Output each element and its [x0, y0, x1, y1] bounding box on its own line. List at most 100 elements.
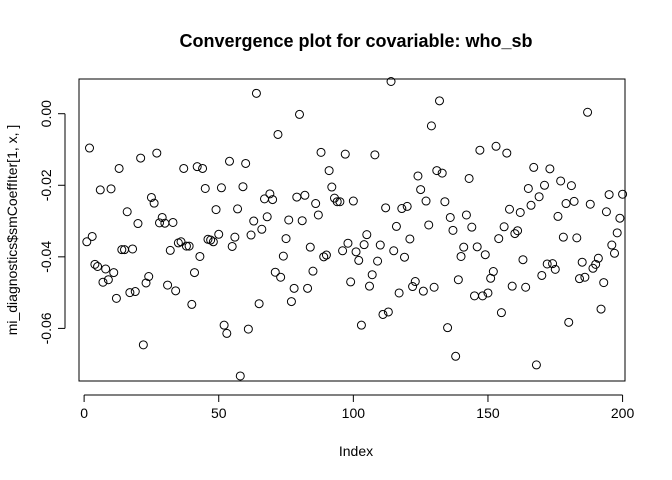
- data-point: [144, 272, 154, 282]
- data-point: [171, 286, 181, 296]
- data-point: [443, 323, 453, 333]
- x-tick-label: 200: [611, 405, 635, 421]
- data-point: [351, 247, 361, 257]
- data-point: [281, 234, 291, 244]
- data-point: [513, 226, 523, 236]
- data-point: [109, 268, 119, 278]
- data-point: [241, 158, 251, 168]
- data-point: [526, 200, 536, 210]
- data-point: [181, 241, 191, 251]
- data-point: [405, 234, 415, 244]
- data-point: [518, 255, 528, 265]
- data-point: [451, 351, 461, 361]
- data-point: [235, 371, 245, 381]
- data-point: [292, 192, 302, 202]
- data-point: [478, 291, 488, 301]
- data-point: [165, 245, 175, 255]
- data-point: [316, 147, 326, 157]
- data-point: [335, 197, 345, 207]
- data-point: [464, 173, 474, 183]
- data-point: [149, 198, 159, 208]
- data-point: [410, 277, 420, 287]
- data-point: [483, 288, 493, 298]
- data-point: [378, 309, 388, 319]
- data-point: [445, 212, 455, 222]
- data-point: [561, 199, 571, 209]
- data-point: [421, 196, 431, 206]
- data-point: [426, 121, 436, 131]
- data-point: [192, 162, 202, 172]
- data-point: [496, 308, 506, 318]
- data-point: [230, 232, 240, 242]
- data-point: [370, 150, 380, 160]
- data-point: [251, 88, 261, 98]
- data-point: [618, 189, 628, 199]
- data-point: [472, 242, 482, 252]
- data-point: [133, 219, 143, 229]
- data-point: [106, 184, 116, 194]
- data-point: [146, 192, 156, 202]
- chart-title: Convergence plot for covariable: who_sb: [179, 31, 532, 51]
- data-point: [289, 283, 299, 293]
- data-point: [93, 261, 103, 271]
- data-point: [475, 145, 485, 155]
- data-point: [550, 264, 560, 274]
- data-point: [470, 291, 479, 301]
- data-point: [529, 162, 539, 172]
- data-point: [375, 240, 385, 250]
- data-point: [564, 317, 574, 327]
- data-point: [440, 197, 450, 207]
- data-point: [343, 238, 353, 248]
- data-point: [243, 324, 253, 334]
- data-point: [556, 176, 566, 186]
- data-point: [480, 250, 490, 260]
- data-point: [575, 274, 584, 284]
- data-point: [494, 234, 504, 244]
- data-point: [515, 207, 525, 217]
- data-point: [593, 253, 603, 263]
- data-point: [305, 242, 315, 252]
- data-point: [542, 259, 552, 269]
- data-point: [491, 141, 501, 151]
- y-tick-label: 0.00: [38, 100, 54, 127]
- data-point: [453, 275, 463, 285]
- data-point: [187, 299, 197, 309]
- data-point: [583, 107, 593, 117]
- data-point: [416, 185, 426, 195]
- data-point: [566, 181, 576, 191]
- data-point: [311, 199, 321, 209]
- data-point: [227, 241, 237, 251]
- data-point: [225, 156, 234, 166]
- data-point: [459, 242, 469, 252]
- data-point: [198, 163, 208, 173]
- data-point: [569, 196, 579, 206]
- data-point: [338, 246, 348, 256]
- data-point: [103, 275, 113, 285]
- data-point: [82, 237, 92, 247]
- data-point: [456, 251, 466, 261]
- data-point: [155, 218, 164, 228]
- data-point: [523, 183, 533, 193]
- data-point: [437, 168, 447, 178]
- data-point: [284, 215, 294, 225]
- data-point: [216, 183, 226, 193]
- data-point: [531, 360, 541, 370]
- data-point: [324, 166, 334, 176]
- data-point: [265, 189, 275, 199]
- data-point: [429, 282, 439, 292]
- data-point: [219, 320, 229, 330]
- data-point: [195, 251, 205, 261]
- data-point: [448, 225, 458, 235]
- data-point: [163, 280, 173, 290]
- data-point: [499, 222, 509, 232]
- data-point: [176, 237, 186, 247]
- data-point: [615, 213, 625, 223]
- y-tick-label: -0.06: [38, 312, 54, 344]
- data-point: [553, 211, 563, 221]
- data-point: [303, 283, 313, 293]
- x-tick-label: 150: [476, 405, 500, 421]
- data-point: [111, 293, 121, 303]
- data-point: [254, 299, 264, 309]
- data-point: [179, 163, 189, 173]
- data-point: [505, 204, 514, 214]
